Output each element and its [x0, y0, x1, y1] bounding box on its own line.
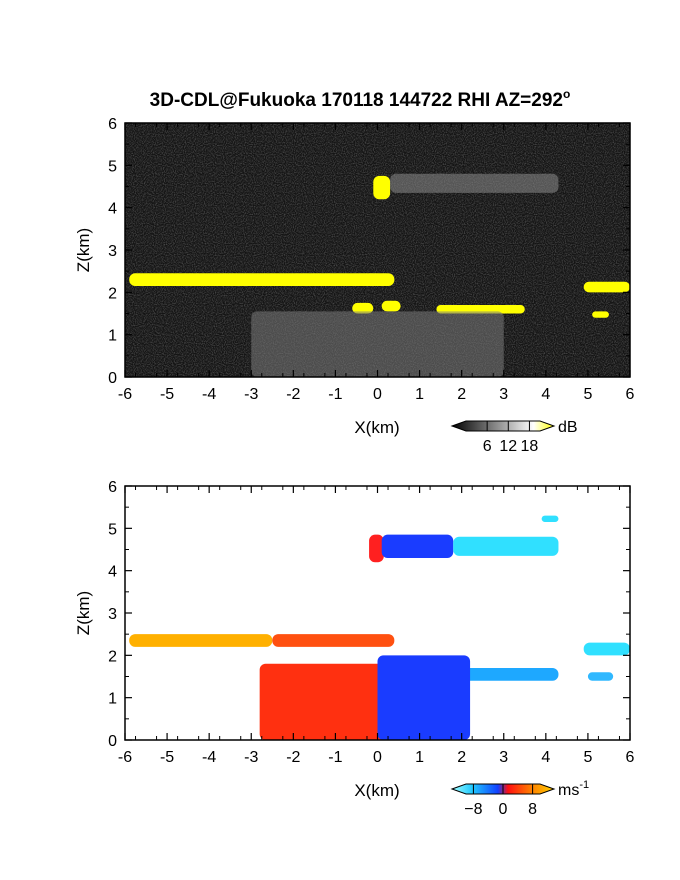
- echo-feature-1-10: [377, 655, 471, 740]
- panel2-colorbar: −8 0 8 ms-1: [450, 779, 589, 818]
- colorbar-tick-label: 0: [499, 801, 508, 818]
- echo-feature-1-3: [541, 515, 559, 522]
- echo-feature-0-0: [373, 175, 391, 200]
- panel2-echo-marks: [129, 515, 630, 740]
- echo-feature-0-7: [592, 311, 609, 318]
- panel1-echo-marks: [129, 173, 630, 377]
- x-tick-label: 2: [457, 386, 466, 403]
- echo-feature-0-5: [381, 300, 401, 312]
- y-tick-label: 2: [108, 648, 117, 665]
- x-tick-label: 6: [626, 386, 635, 403]
- panel1-colorbar-unit: dB: [558, 419, 578, 436]
- x-tick-label: 5: [583, 386, 592, 403]
- colorbar-tick-label: 6: [483, 438, 492, 455]
- colorbar-tick-label: 12: [499, 438, 517, 455]
- velocity-panel: -6 -5 -4 -3 -2 -1 0 1 2 3 4 5 6 0 1 2 3 4 5 6 X(km) Z(km) −…: [74, 479, 635, 818]
- x-tick-label: -4: [202, 749, 216, 766]
- y-tick-label: 6: [108, 116, 117, 133]
- panel1-colorbar: 6 12 18 dB: [450, 419, 578, 455]
- chart-title: 3D-CDL@Fukuoka 170118 144722 RHI AZ=292o: [150, 87, 571, 111]
- y-tick-label: 0: [108, 733, 117, 750]
- y-tick-label: 0: [108, 370, 117, 387]
- x-tick-label: -1: [328, 749, 342, 766]
- x-tick-label: 4: [541, 386, 550, 403]
- x-tick-label: -6: [118, 749, 132, 766]
- x-tick-label: -2: [286, 749, 300, 766]
- echo-feature-0-4: [352, 302, 374, 314]
- echo-feature-1-0: [369, 534, 384, 563]
- y-tick-label: 3: [108, 606, 117, 623]
- echo-feature-1-7: [587, 672, 614, 681]
- echo-feature-1-9: [259, 663, 386, 740]
- colorbar-tick-label: 8: [528, 801, 537, 818]
- panel1-axes: -6 -5 -4 -3 -2 -1 0 1 2 3 4 5 6 0 1 2 3 4 5 6: [108, 116, 634, 403]
- echo-feature-0-3: [583, 281, 630, 293]
- x-tick-label: -3: [244, 386, 258, 403]
- y-tick-label: 3: [108, 243, 117, 260]
- echo-feature-0-1: [390, 173, 559, 193]
- panel1-xlabel: X(km): [354, 418, 399, 437]
- panel2-colorbar-ticks: −8 0 8: [464, 784, 537, 818]
- x-tick-label: 6: [626, 749, 635, 766]
- echo-feature-1-5: [272, 634, 395, 647]
- y-tick-label: 6: [108, 479, 117, 496]
- y-tick-label: 5: [108, 158, 117, 175]
- y-tick-label: 4: [108, 564, 117, 581]
- x-tick-label: 3: [499, 749, 508, 766]
- colorbar-tick-label: 18: [521, 438, 539, 455]
- panel1-colorbar-ticks: 6 12 18: [483, 421, 539, 455]
- x-tick-label: 2: [457, 749, 466, 766]
- x-tick-label: 4: [541, 749, 550, 766]
- echo-feature-1-4: [129, 634, 273, 647]
- x-tick-label: 0: [373, 749, 382, 766]
- x-tick-label: -3: [244, 749, 258, 766]
- panel1-ylabel: Z(km): [74, 228, 93, 272]
- y-tick-label: 2: [108, 285, 117, 302]
- echo-feature-1-2: [453, 536, 559, 556]
- y-tick-label: 1: [108, 691, 117, 708]
- echo-feature-1-6: [583, 642, 630, 656]
- x-tick-label: 5: [583, 749, 592, 766]
- x-tick-label: -5: [160, 386, 174, 403]
- x-tick-label: -1: [328, 386, 342, 403]
- y-tick-label: 4: [108, 201, 117, 218]
- echo-feature-1-1: [381, 534, 454, 558]
- panel2-axes: -6 -5 -4 -3 -2 -1 0 1 2 3 4 5 6 0 1 2 3 4 5 6: [108, 479, 634, 766]
- y-tick-label: 5: [108, 521, 117, 538]
- x-tick-label: -4: [202, 386, 216, 403]
- x-tick-label: -5: [160, 749, 174, 766]
- echo-feature-0-2: [129, 273, 395, 286]
- echo-feature-0-8: [251, 311, 504, 377]
- x-tick-label: 0: [373, 386, 382, 403]
- panel1-colorbar-ramp: [450, 420, 556, 432]
- y-tick-label: 1: [108, 328, 117, 345]
- colorbar-tick-label: −8: [464, 801, 482, 818]
- panel2-ylabel: Z(km): [74, 591, 93, 635]
- x-tick-label: -2: [286, 386, 300, 403]
- panel2-xlabel: X(km): [354, 781, 399, 800]
- x-tick-label: 3: [499, 386, 508, 403]
- x-tick-label: 1: [415, 749, 424, 766]
- x-tick-label: 1: [415, 386, 424, 403]
- x-tick-label: -6: [118, 386, 132, 403]
- panel2-colorbar-unit: ms-1: [558, 779, 589, 799]
